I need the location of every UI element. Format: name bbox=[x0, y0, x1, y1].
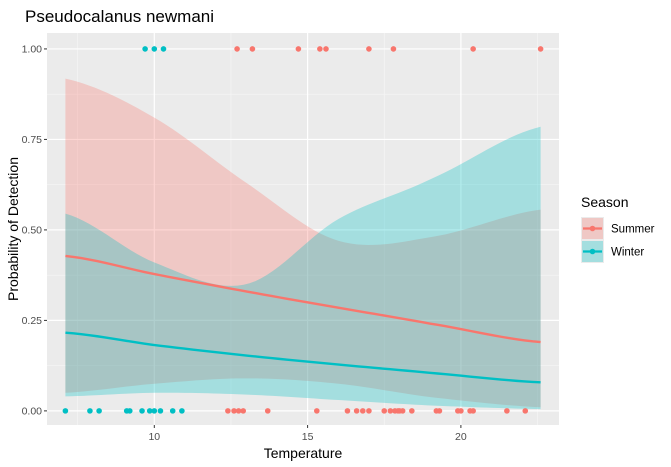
point-winter bbox=[157, 408, 164, 414]
chart-title: Pseudocalanus newmani bbox=[25, 7, 214, 26]
grid-minor bbox=[47, 33, 559, 425]
point-winter bbox=[151, 408, 158, 414]
point-summer bbox=[458, 408, 464, 414]
point-summer bbox=[470, 46, 476, 52]
point-summer bbox=[235, 408, 242, 414]
point-summer bbox=[264, 408, 271, 414]
point-winter bbox=[169, 408, 176, 414]
confidence-ribbons bbox=[65, 78, 541, 410]
point-summer bbox=[390, 46, 397, 52]
point-summer bbox=[399, 408, 406, 414]
legend-key-point bbox=[589, 225, 596, 232]
point-summer bbox=[231, 408, 237, 414]
point-summer bbox=[344, 408, 351, 414]
y-tick-label: 0.00 bbox=[22, 405, 43, 417]
point-winter bbox=[151, 46, 158, 52]
point-summer bbox=[366, 46, 372, 52]
legend-label-winter: Winter bbox=[611, 247, 644, 259]
point-summer bbox=[295, 46, 302, 52]
point-summer bbox=[317, 46, 323, 52]
point-winter bbox=[160, 46, 167, 52]
x-tick-label: 20 bbox=[455, 431, 467, 443]
y-axis: 0.00 0.25 0.50 0.75 1.00 bbox=[22, 43, 47, 417]
y-tick-label: 0.25 bbox=[22, 315, 43, 327]
point-summer bbox=[366, 408, 372, 414]
point-summer bbox=[522, 408, 529, 414]
legend-label-summer: Summer bbox=[611, 224, 655, 236]
point-summer bbox=[234, 46, 240, 52]
fit-line-summer bbox=[65, 254, 541, 344]
point-summer bbox=[504, 408, 510, 414]
y-tick-label: 0.75 bbox=[22, 134, 43, 146]
fit-lines bbox=[65, 254, 541, 384]
y-tick-label: 1.00 bbox=[22, 43, 43, 55]
x-tick-label: 10 bbox=[148, 431, 160, 443]
data-points bbox=[62, 46, 544, 414]
ribbon-winter bbox=[65, 126, 541, 410]
point-summer bbox=[323, 46, 329, 52]
x-tick-label: 15 bbox=[302, 431, 314, 443]
point-winter bbox=[87, 408, 93, 414]
point-winter bbox=[146, 408, 153, 414]
legend: Season Summer Winter bbox=[581, 194, 655, 263]
point-winter bbox=[96, 408, 102, 414]
point-summer bbox=[225, 408, 231, 414]
point-summer bbox=[353, 408, 360, 414]
y-tick-label: 0.50 bbox=[22, 224, 43, 236]
point-summer bbox=[359, 408, 366, 414]
x-axis: 10 15 20 bbox=[148, 425, 467, 443]
point-summer bbox=[387, 408, 394, 414]
point-winter bbox=[139, 408, 145, 414]
point-summer bbox=[436, 408, 443, 414]
x-axis-title: Temperature bbox=[264, 445, 343, 461]
point-winter bbox=[179, 408, 185, 414]
point-winter bbox=[62, 408, 69, 414]
plot-panel bbox=[47, 33, 559, 425]
point-winter bbox=[126, 408, 133, 414]
point-summer bbox=[240, 408, 247, 414]
point-summer bbox=[537, 46, 544, 52]
ribbon-summer bbox=[65, 78, 541, 408]
y-axis-title: Probability of Detection bbox=[5, 157, 21, 301]
point-summer bbox=[313, 408, 320, 414]
point-summer bbox=[409, 408, 415, 414]
point-winter bbox=[142, 46, 148, 52]
point-summer bbox=[381, 408, 388, 414]
fit-line-winter bbox=[65, 331, 541, 384]
legend-key-point bbox=[589, 248, 596, 255]
point-summer bbox=[470, 408, 476, 414]
point-summer bbox=[249, 46, 256, 52]
legend-title: Season bbox=[581, 194, 628, 210]
